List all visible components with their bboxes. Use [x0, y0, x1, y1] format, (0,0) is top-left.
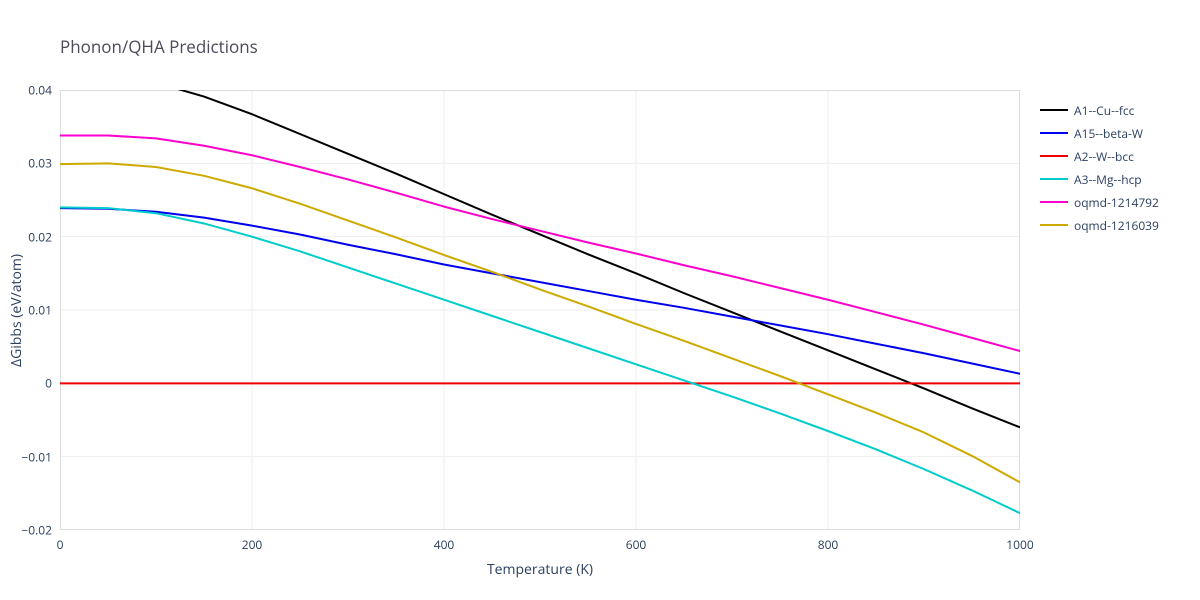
legend-item[interactable]: A3--Mg--hcp — [1040, 169, 1159, 189]
chart-container: Phonon/QHA Predictions 0 200 400 600 800 1000… — [0, 0, 1200, 600]
legend-swatch — [1040, 224, 1068, 226]
legend-item[interactable]: A1--Cu--fcc — [1040, 100, 1159, 120]
x-tick-label: 600 — [626, 536, 647, 553]
chart-title: Phonon/QHA Predictions — [60, 35, 258, 58]
plot-area — [60, 90, 1020, 530]
legend-label: oqmd-1216039 — [1074, 217, 1159, 234]
legend-swatch — [1040, 178, 1068, 180]
legend-item[interactable]: oqmd-1214792 — [1040, 192, 1159, 212]
legend-label: oqmd-1214792 — [1074, 194, 1159, 211]
legend-label: A15--beta-W — [1074, 125, 1143, 142]
legend-label: A3--Mg--hcp — [1074, 171, 1142, 188]
x-axis-label: Temperature (K) — [60, 560, 1020, 579]
legend-item[interactable]: A15--beta-W — [1040, 123, 1159, 143]
legend: A1--Cu--fcc A15--beta-W A2--W--bcc A3--Mg--… — [1040, 100, 1159, 238]
x-tick-label: 400 — [434, 536, 455, 553]
legend-label: A1--Cu--fcc — [1074, 102, 1134, 119]
x-tick-label: 1000 — [1006, 536, 1033, 553]
y-axis-label-wrap: ΔGibbs (eV/atom) — [6, 90, 26, 530]
legend-swatch — [1040, 155, 1068, 157]
legend-item[interactable]: A2--W--bcc — [1040, 146, 1159, 166]
y-axis-label: ΔGibbs (eV/atom) — [7, 253, 26, 366]
x-tick-label: 0 — [57, 536, 64, 553]
x-tick-label: 200 — [242, 536, 263, 553]
legend-swatch — [1040, 132, 1068, 134]
legend-label: A2--W--bcc — [1074, 148, 1134, 165]
legend-swatch — [1040, 109, 1068, 111]
legend-item[interactable]: oqmd-1216039 — [1040, 215, 1159, 235]
plot-svg — [60, 90, 1020, 530]
x-tick-label: 800 — [818, 536, 839, 553]
legend-swatch — [1040, 201, 1068, 203]
